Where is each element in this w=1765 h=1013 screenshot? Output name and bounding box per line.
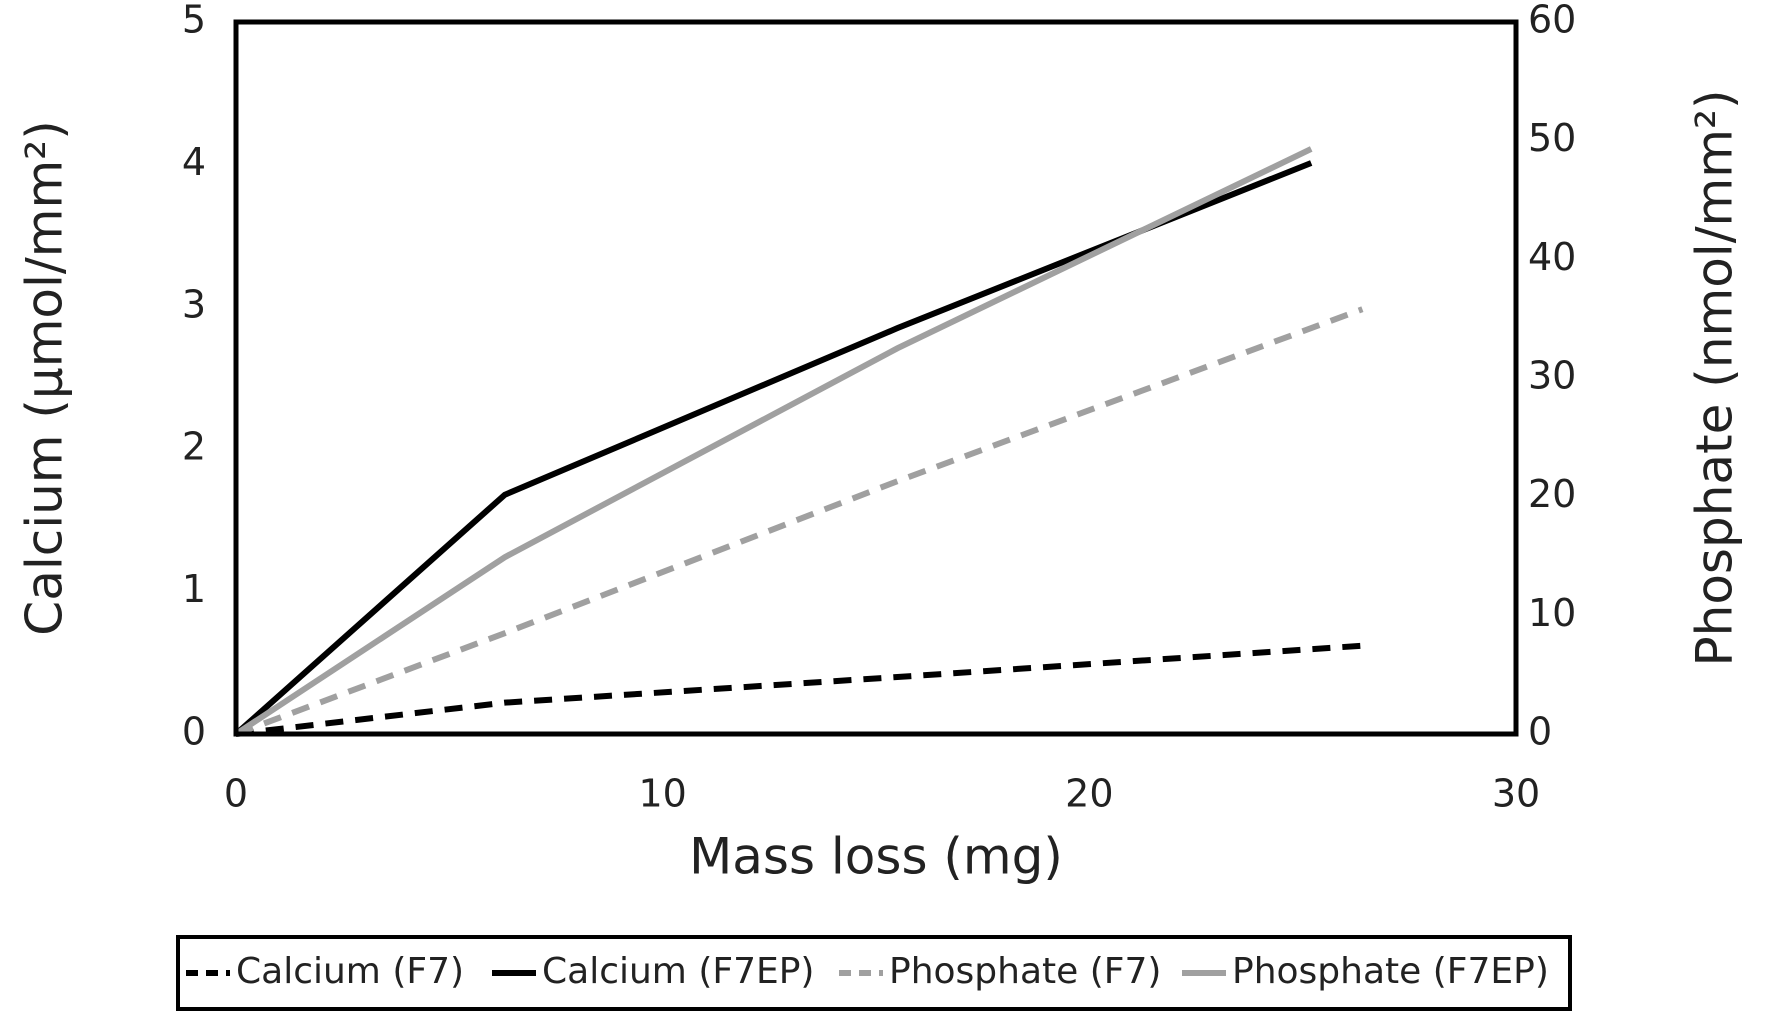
x-axis-title: Mass loss (mg) [689,828,1063,886]
y-tick-label: 5 [182,0,206,42]
plot-frame [233,19,1519,737]
x-tick-label: 20 [1065,772,1113,816]
y-tick-label: 0 [182,710,206,754]
series-line [234,306,1364,737]
y2-tick-label: 60 [1528,0,1576,42]
y2-tick-label: 40 [1528,235,1576,279]
y-tick-label: 1 [182,567,206,611]
y2-tick-label: 0 [1528,710,1552,754]
y2-axis-title: Phosphate (nmol/mm²) [1686,89,1744,666]
series-line [234,160,1313,737]
series-line [234,146,1313,737]
legend-label: Phosphate (F7EP) [1232,951,1549,992]
y-tick-label: 3 [182,282,206,326]
y2-tick-label: 50 [1528,116,1576,160]
series-line [235,642,1363,737]
y2-tick-label: 20 [1528,472,1576,516]
x-tick-label: 30 [1492,772,1540,816]
x-tick-label: 10 [638,772,686,816]
legend-label: Phosphate (F7) [889,951,1161,992]
legend-label: Calcium (F7EP) [542,951,814,992]
x-tick-label: 0 [224,772,248,816]
y-tick-label: 2 [182,425,206,469]
y2-tick-label: 10 [1528,591,1576,635]
y2-tick-label: 30 [1528,354,1576,398]
legend-box [176,935,1572,1011]
y-tick-label: 4 [182,140,206,184]
legend-label: Calcium (F7) [236,951,464,992]
y-axis-title: Calcium (µmol/mm²) [16,120,74,635]
